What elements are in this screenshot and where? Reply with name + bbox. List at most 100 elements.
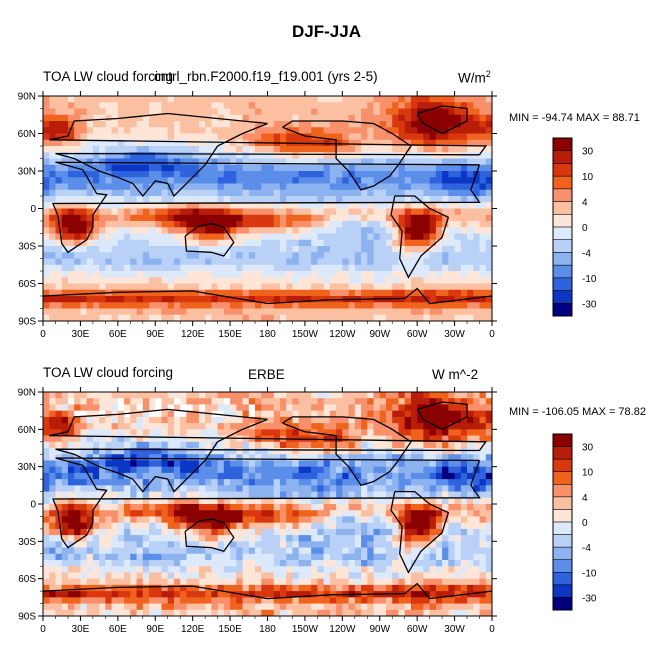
heat-cell bbox=[155, 454, 162, 461]
heat-cell bbox=[467, 133, 474, 141]
heat-cell bbox=[373, 189, 381, 197]
colorbar-swatch bbox=[552, 277, 573, 292]
heat-cell bbox=[267, 566, 275, 573]
heat-cell bbox=[467, 208, 474, 216]
heat-cell bbox=[423, 102, 431, 109]
heat-cell bbox=[117, 146, 125, 153]
heat-cell bbox=[398, 392, 406, 399]
heat-cell bbox=[242, 314, 250, 322]
heat-cell bbox=[354, 189, 362, 197]
heat-cell bbox=[361, 114, 368, 122]
heat-cell bbox=[385, 289, 393, 297]
heat-cell bbox=[410, 183, 418, 191]
heat-cell bbox=[236, 572, 243, 580]
heat-cell bbox=[248, 547, 256, 555]
heat-cell bbox=[117, 460, 125, 468]
heat-cell bbox=[124, 233, 131, 241]
heat-cell bbox=[279, 416, 287, 424]
heat-cell bbox=[61, 164, 69, 172]
heat-cell bbox=[460, 283, 468, 291]
heat-cell bbox=[230, 541, 237, 548]
heat-cell bbox=[429, 196, 437, 203]
heat-cell bbox=[55, 196, 63, 203]
heat-cell bbox=[261, 404, 268, 412]
heat-cell bbox=[80, 196, 88, 203]
heat-cell bbox=[298, 264, 306, 272]
heat-cell bbox=[317, 164, 325, 172]
heat-cell bbox=[304, 547, 312, 555]
heat-cell bbox=[410, 448, 418, 455]
heat-cell bbox=[410, 416, 418, 424]
heat-cell bbox=[124, 560, 131, 567]
heat-cell bbox=[398, 510, 406, 517]
heat-cell bbox=[223, 258, 231, 266]
heat-cell bbox=[223, 139, 231, 147]
heat-cell bbox=[198, 246, 206, 253]
heat-cell bbox=[485, 102, 493, 109]
heat-cell bbox=[117, 302, 125, 309]
heat-cell bbox=[167, 121, 175, 128]
heat-cell bbox=[342, 522, 349, 530]
heat-cell bbox=[429, 314, 437, 322]
heat-cell bbox=[192, 202, 200, 209]
heat-cell bbox=[43, 547, 50, 555]
heat-cell bbox=[43, 271, 50, 278]
heat-cell bbox=[267, 302, 275, 309]
heat-cell bbox=[92, 177, 100, 184]
heat-cell bbox=[348, 441, 356, 449]
heat-cell bbox=[261, 535, 268, 542]
heat-cell bbox=[261, 277, 268, 284]
heat-cell bbox=[117, 578, 125, 586]
heat-cell bbox=[392, 296, 399, 303]
heat-cell bbox=[304, 96, 312, 103]
heat-cell bbox=[404, 528, 412, 536]
y-tick-label: 30N bbox=[18, 167, 36, 178]
heat-cell bbox=[329, 271, 337, 278]
heat-cell bbox=[142, 472, 150, 480]
heat-cell bbox=[379, 479, 387, 486]
heat-cell bbox=[298, 227, 306, 234]
heat-cell bbox=[86, 541, 94, 548]
heat-cell bbox=[329, 410, 337, 418]
heat-cell bbox=[92, 164, 100, 172]
heat-cell bbox=[485, 227, 493, 234]
heat-cell bbox=[398, 271, 406, 278]
heat-cell bbox=[124, 189, 131, 197]
heat-cell bbox=[304, 491, 312, 499]
heat-cell bbox=[211, 264, 219, 272]
heat-cell bbox=[385, 171, 393, 178]
heat-cell bbox=[61, 202, 69, 209]
heat-cell bbox=[442, 139, 449, 147]
heat-cell bbox=[92, 497, 100, 505]
heat-cell bbox=[124, 308, 131, 316]
heat-cell bbox=[161, 283, 169, 291]
heat-cell bbox=[99, 189, 106, 197]
heat-cell bbox=[136, 572, 144, 580]
heat-cell bbox=[342, 233, 349, 241]
heat-cell bbox=[379, 423, 387, 430]
heat-cell bbox=[354, 423, 362, 430]
heat-cell bbox=[124, 591, 131, 598]
heat-cell bbox=[255, 504, 262, 511]
heat-cell bbox=[198, 221, 206, 228]
heat-cell bbox=[43, 528, 50, 536]
heat-cell bbox=[111, 454, 119, 461]
heat-cell bbox=[336, 597, 343, 604]
heat-cell bbox=[173, 221, 181, 228]
heat-cell bbox=[155, 429, 162, 436]
heat-cell bbox=[205, 591, 212, 598]
heat-cell bbox=[429, 472, 437, 480]
colorbar-swatch bbox=[552, 290, 573, 304]
heat-cell bbox=[379, 416, 387, 424]
heat-cell bbox=[180, 547, 187, 555]
heat-cell bbox=[261, 177, 268, 184]
heat-cell bbox=[361, 164, 368, 172]
heat-cell bbox=[86, 283, 94, 291]
heat-cell bbox=[173, 597, 181, 604]
heat-cell bbox=[61, 392, 69, 399]
heat-cell bbox=[392, 127, 399, 134]
heat-cell bbox=[361, 441, 368, 449]
heat-cell bbox=[423, 485, 431, 492]
heat-cell bbox=[74, 603, 81, 611]
heat-cell bbox=[117, 208, 125, 216]
